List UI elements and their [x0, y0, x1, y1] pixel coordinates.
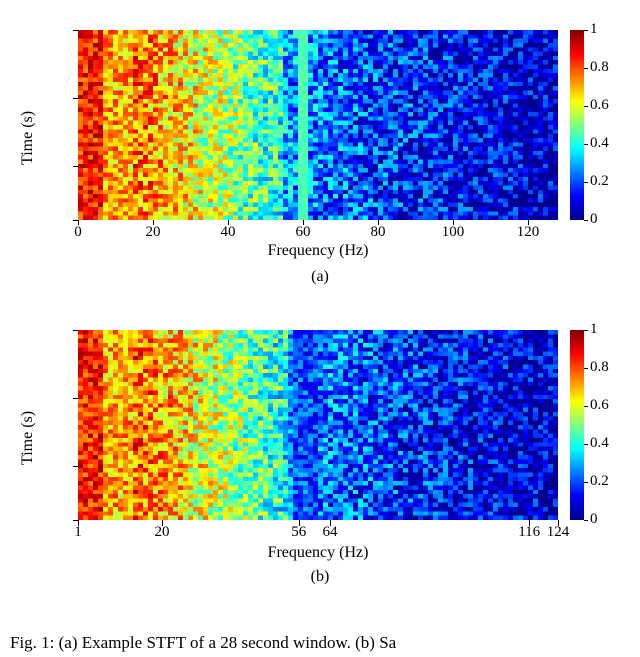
xlabel-a: Frequency (Hz) — [78, 242, 558, 260]
figure-b: Time (s) Frequency (Hz) 0102028 12056641… — [10, 320, 630, 590]
heatmap-a — [78, 30, 558, 220]
caption-fragment: Fig. 1: (a) Example STFT of a 28 second … — [10, 633, 630, 653]
xtick-mark — [453, 220, 454, 225]
xtick-label: 80 — [363, 224, 393, 241]
colorbar-tick-mark — [584, 30, 588, 31]
colorbar-tick-mark — [584, 520, 588, 521]
colorbar-tick-label: 0 — [590, 211, 598, 228]
heatmap-b — [78, 330, 558, 520]
xtick-mark — [162, 520, 163, 526]
colorbar-tick-mark — [584, 330, 588, 331]
ytick-mark — [73, 98, 78, 99]
xtick-mark — [303, 220, 304, 225]
colorbar-b — [570, 330, 584, 520]
xtick-label: 0 — [63, 224, 93, 241]
xtick-label: 56 — [285, 524, 313, 541]
sublabel-a: (a) — [10, 268, 630, 286]
colorbar-tick-mark — [584, 444, 588, 445]
ytick-mark — [73, 330, 78, 331]
colorbar-tick-label: 0.8 — [590, 59, 609, 76]
colorbar-tick-mark — [584, 182, 588, 183]
xtick-label: 100 — [438, 224, 468, 241]
colorbar-tick-mark — [584, 220, 588, 221]
ylabel-b: Time (s) — [19, 411, 37, 465]
heatmap-a-canvas — [78, 30, 558, 220]
xtick-mark — [228, 220, 229, 225]
colorbar-tick-mark — [584, 144, 588, 145]
colorbar-a — [570, 30, 584, 220]
colorbar-tick-label: 0.4 — [590, 435, 609, 452]
xtick-mark — [299, 520, 300, 526]
xtick-label: 116 — [515, 524, 543, 541]
ytick-mark — [73, 30, 78, 31]
ytick-mark — [73, 166, 78, 167]
xtick-mark — [78, 520, 79, 526]
ytick-mark — [73, 466, 78, 467]
colorbar-tick-label: 0.6 — [590, 97, 609, 114]
xtick-mark — [529, 520, 530, 526]
xtick-label: 1 — [64, 524, 92, 541]
colorbar-tick-label: 0 — [590, 511, 598, 528]
xtick-mark — [528, 220, 529, 225]
xtick-mark — [330, 520, 331, 526]
xtick-label: 120 — [513, 224, 543, 241]
xtick-mark — [78, 220, 79, 225]
colorbar-tick-mark — [584, 106, 588, 107]
colorbar-tick-label: 0.6 — [590, 397, 609, 414]
xtick-label: 60 — [288, 224, 318, 241]
colorbar-tick-label: 1 — [590, 321, 598, 338]
xtick-label: 20 — [138, 224, 168, 241]
xtick-mark — [378, 220, 379, 225]
sublabel-b: (b) — [10, 568, 630, 586]
colorbar-tick-mark — [584, 482, 588, 483]
heatmap-b-canvas — [78, 330, 558, 520]
xtick-label: 40 — [213, 224, 243, 241]
colorbar-tick-mark — [584, 406, 588, 407]
xtick-mark — [558, 520, 559, 526]
colorbar-tick-label: 0.2 — [590, 173, 609, 190]
ylabel-a: Time (s) — [19, 111, 37, 165]
xtick-label: 124 — [544, 524, 572, 541]
xtick-label: 20 — [148, 524, 176, 541]
xtick-mark — [153, 220, 154, 225]
colorbar-tick-mark — [584, 368, 588, 369]
colorbar-tick-label: 1 — [590, 21, 598, 38]
figure-a: Time (s) Frequency (Hz) 0102028 02040608… — [10, 20, 630, 290]
colorbar-tick-label: 0.8 — [590, 359, 609, 376]
xtick-label: 64 — [316, 524, 344, 541]
ytick-mark — [73, 398, 78, 399]
colorbar-b-gradient — [570, 330, 584, 520]
colorbar-tick-label: 0.4 — [590, 135, 609, 152]
colorbar-a-gradient — [570, 30, 584, 220]
xlabel-b: Frequency (Hz) — [78, 544, 558, 562]
colorbar-tick-mark — [584, 68, 588, 69]
colorbar-tick-label: 0.2 — [590, 473, 609, 490]
